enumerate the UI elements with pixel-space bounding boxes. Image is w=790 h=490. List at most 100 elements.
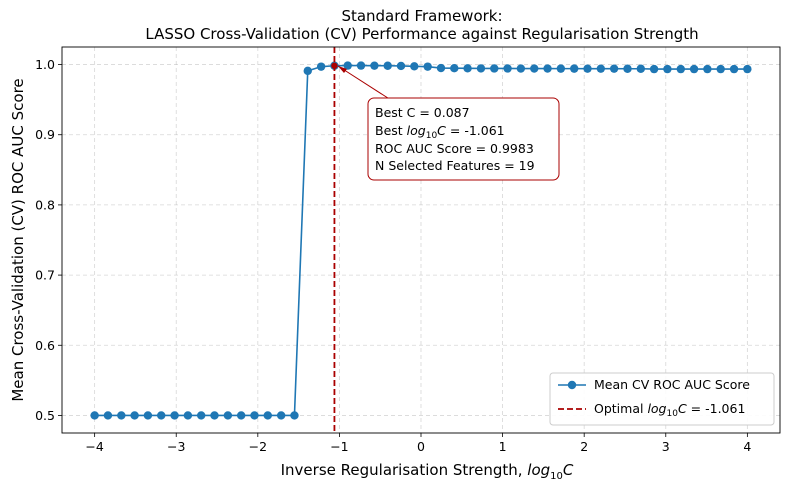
annotation-line2-math-base: log: [407, 123, 426, 138]
annotation-line3: ROC AUC Score = 0.9983: [375, 141, 534, 156]
data-point: [676, 64, 685, 74]
x-tick-label: −3: [167, 439, 185, 454]
annotation-line2-suffix: = -1.061: [446, 123, 505, 138]
y-tick-label: 0.6: [35, 338, 55, 353]
annotation-line2: Best log10C = -1.061: [375, 123, 505, 141]
data-point: [556, 64, 566, 73]
data-point: [210, 411, 219, 420]
data-point: [103, 411, 113, 420]
data-point: [503, 64, 512, 73]
legend-series-label: Mean CV ROC AUC Score: [594, 377, 750, 392]
data-point: [303, 66, 312, 76]
y-tick-label: 1.0: [35, 57, 55, 72]
data-point: [263, 411, 272, 420]
data-point: [543, 64, 552, 73]
overlay-group: [331, 47, 338, 433]
data-point: [383, 61, 392, 70]
data-point: [410, 62, 419, 71]
x-tick-label: 4: [743, 439, 751, 454]
legend-optimal-suffix: = -1.061: [687, 401, 746, 416]
legend-optimal-math-base: log: [647, 401, 666, 416]
y-axis-ticks: 0.5 0.6 0.7 0.8 0.9 1.0: [35, 57, 62, 423]
data-point: [636, 64, 646, 73]
annotation-arrowhead: [338, 66, 347, 73]
data-point: [490, 64, 499, 73]
chart-title-line2: LASSO Cross-Validation (CV) Performance …: [145, 25, 698, 43]
plot-frame: [61, 46, 781, 434]
annotation-line2-prefix: Best: [375, 123, 407, 138]
x-axis-ticks: −4 −3 −2 −1 0 1 2 3 4: [85, 433, 751, 454]
data-point: [370, 61, 379, 70]
annotation-box: [367, 97, 560, 181]
x-tick-label: 2: [580, 439, 588, 454]
legend-series-marker: [567, 380, 577, 390]
series-group: [90, 61, 752, 420]
annotation-line2-math-var: C: [437, 123, 446, 138]
data-point: [170, 411, 179, 420]
data-point: [157, 411, 166, 420]
data-point: [436, 63, 446, 73]
legend-optimal-math-sub: 10: [667, 409, 679, 419]
data-point: [476, 64, 486, 73]
legend-optimal-math-var: C: [678, 401, 687, 416]
data-point: [463, 64, 472, 73]
x-tick-label: −4: [85, 439, 103, 454]
y-tick-label: 0.5: [35, 408, 55, 423]
legend-box: [549, 372, 775, 426]
data-point: [316, 62, 326, 71]
data-point: [196, 411, 206, 420]
data-point: [236, 411, 246, 420]
chart-title-line1: Standard Framework:: [341, 7, 502, 25]
legend: Mean CV ROC AUC Score Optimal log10C = -…: [549, 372, 775, 426]
data-point: [729, 64, 739, 74]
annotation-line2-math-sub: 10: [426, 131, 438, 141]
x-axis-label-text: Inverse Regularisation Strength,: [281, 461, 528, 479]
data-point: [276, 411, 286, 420]
data-point: [530, 64, 539, 73]
data-point: [450, 63, 459, 73]
x-tick-label: 0: [417, 439, 425, 454]
annotation-arrow: [337, 65, 392, 101]
data-point: [90, 411, 99, 420]
data-point: [130, 411, 139, 420]
y-tick-label: 0.7: [35, 268, 55, 283]
data-point: [663, 64, 672, 74]
y-tick-label: 0.9: [35, 127, 55, 142]
legend-optimal-prefix: Optimal: [594, 401, 647, 416]
x-tick-label: −1: [330, 439, 348, 454]
data-point: [743, 64, 752, 74]
x-axis-label-math-var: C: [563, 461, 574, 479]
data-point: [290, 411, 299, 420]
data-point: [396, 61, 406, 71]
data-point: [356, 61, 366, 70]
data-point: [623, 64, 632, 73]
data-point: [343, 61, 352, 70]
x-axis-label: Inverse Regularisation Strength, log10C: [281, 461, 574, 482]
data-point: [649, 64, 659, 74]
x-axis-label-math-sub: 10: [550, 471, 563, 482]
data-point: [703, 64, 712, 74]
annotation-line1: Best C = 0.087: [375, 105, 470, 120]
legend-optimal-label: Optimal log10C = -1.061: [594, 401, 745, 419]
x-tick-label: 1: [499, 439, 507, 454]
best-point-marker: [331, 62, 338, 69]
data-point: [223, 411, 233, 420]
data-point: [596, 64, 606, 73]
data-point: [516, 64, 526, 73]
annotation-line4: N Selected Features = 19: [375, 158, 535, 173]
y-axis-label: Mean Cross-Validation (CV) ROC AUC Score: [9, 78, 27, 401]
data-point: [183, 411, 193, 420]
y-tick-label: 0.8: [35, 197, 55, 212]
x-tick-label: −2: [249, 439, 267, 454]
x-axis-label-math-base: log: [527, 461, 550, 479]
data-point: [583, 64, 592, 73]
x-tick-label: 3: [662, 439, 670, 454]
data-point: [250, 411, 259, 420]
data-point: [609, 64, 619, 73]
data-point: [117, 411, 126, 420]
data-point: [143, 411, 153, 420]
data-point: [423, 62, 432, 71]
data-point: [689, 64, 699, 74]
data-point: [716, 64, 725, 74]
